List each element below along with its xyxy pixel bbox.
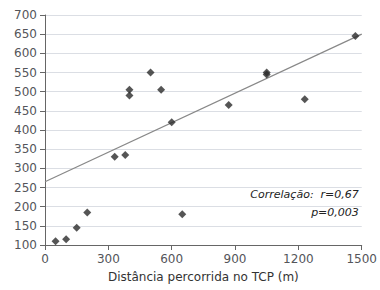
svg-text:1500: 1500	[346, 252, 377, 266]
svg-text:400: 400	[14, 123, 37, 137]
svg-text:550: 550	[14, 66, 37, 80]
svg-text:700: 700	[14, 8, 37, 22]
svg-text:650: 650	[14, 27, 37, 41]
svg-text:600: 600	[14, 46, 37, 60]
svg-text:1200: 1200	[283, 252, 314, 266]
svg-text:300: 300	[97, 252, 120, 266]
svg-text:350: 350	[14, 142, 37, 156]
svg-text:300: 300	[14, 161, 37, 175]
svg-text:0: 0	[41, 252, 49, 266]
svg-text:150: 150	[14, 219, 37, 233]
svg-text:Correlação: r=0,67: Correlação: r=0,67	[250, 188, 358, 201]
svg-text:p=0,003: p=0,003	[310, 206, 359, 219]
svg-text:100: 100	[14, 238, 37, 252]
svg-text:600: 600	[160, 252, 183, 266]
svg-text:200: 200	[14, 200, 37, 214]
svg-text:250: 250	[14, 181, 37, 195]
svg-text:500: 500	[14, 85, 37, 99]
svg-text:450: 450	[14, 104, 37, 118]
svg-text:900: 900	[224, 252, 247, 266]
svg-text:Distância percorrida no TCP (m: Distância percorrida no TCP (m)	[108, 270, 299, 284]
